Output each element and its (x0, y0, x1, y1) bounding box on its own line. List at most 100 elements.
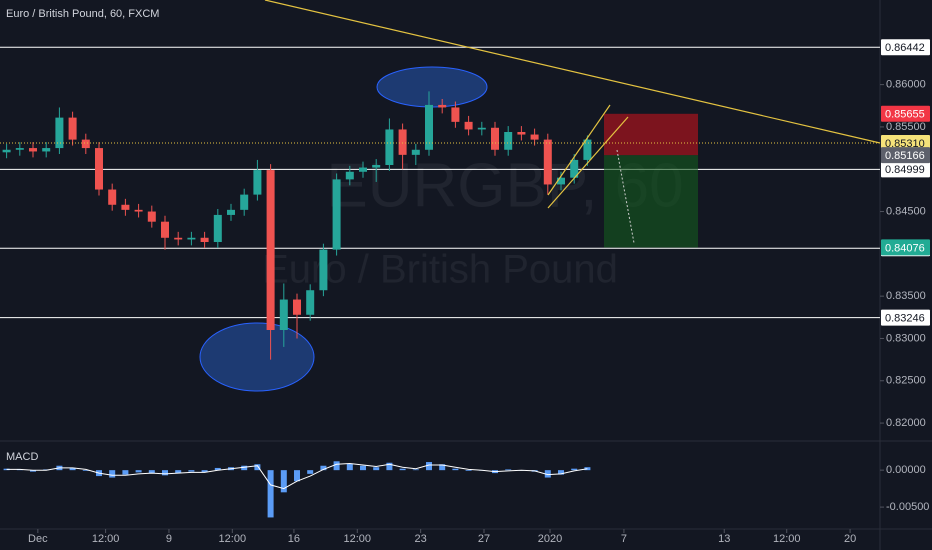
x-tick-label: 12:00 (773, 533, 801, 545)
candle-body (147, 211, 156, 222)
candle-body (345, 171, 354, 180)
macd-histogram-bar (452, 468, 459, 471)
candle-body (42, 148, 51, 152)
candle-body (504, 132, 513, 150)
x-tick-label: 2020 (538, 533, 562, 545)
macd-histogram-bar (346, 463, 353, 471)
candle-body (557, 177, 565, 185)
y-tick-label: 0.82000 (886, 417, 926, 429)
channel-line (547, 116, 629, 209)
candle-body (174, 237, 183, 240)
x-tick-label: 12:00 (219, 533, 247, 545)
highlight-ellipse (199, 322, 315, 392)
candle-body (306, 290, 315, 315)
candle-body (438, 104, 447, 108)
last-price-label-box (881, 135, 930, 151)
candle-body (2, 149, 11, 153)
entry-label-box (881, 147, 930, 164)
target-label-box (881, 239, 930, 256)
candle-body (451, 107, 460, 122)
macd-histogram-bar (294, 470, 300, 482)
candle-body (491, 127, 499, 150)
stop-label: 0.85655 (885, 109, 925, 121)
macd-histogram-bar (307, 470, 314, 474)
candle-body (227, 209, 235, 215)
macd-histogram-bar (82, 470, 89, 471)
entry-label: 0.85166 (885, 150, 925, 162)
stop-zone (604, 113, 698, 156)
macd-histogram-bar (254, 464, 261, 471)
y-tick-label: 0.00000 (886, 464, 926, 476)
x-tick-label: 16 (288, 533, 300, 545)
macd-histogram-bar (188, 470, 195, 472)
macd-histogram-bar (267, 470, 274, 518)
level-label-box (881, 309, 930, 326)
macd-histogram-bar (280, 470, 287, 493)
macd-histogram-bar (426, 462, 432, 471)
candle-body (29, 148, 37, 152)
level-label: 0.84999 (885, 164, 925, 176)
candle-body (570, 159, 579, 178)
y-tick-label: 0.86000 (886, 79, 926, 91)
y-tick-label: 0.84500 (886, 205, 926, 217)
candle-body (293, 299, 301, 315)
macd-histogram-bar (135, 470, 142, 473)
indicator-title: MACD (6, 451, 38, 463)
x-tick-label: Dec (28, 533, 48, 545)
candle-body (213, 214, 222, 242)
candle-body (240, 194, 249, 210)
candle-body (583, 139, 592, 160)
candle-body (134, 209, 143, 212)
macd-histogram-bar (373, 467, 380, 471)
macd-histogram-bar (69, 467, 76, 471)
level-label-box (881, 161, 930, 178)
macd-histogram-bar (360, 465, 366, 471)
macd-histogram-bar (241, 465, 248, 471)
macd-histogram-bar (505, 469, 512, 471)
macd-histogram-bar (399, 468, 406, 471)
candle-body (359, 167, 367, 172)
target-zone (604, 155, 698, 248)
candle-body (398, 129, 407, 155)
x-tick-label: 27 (478, 533, 490, 545)
macd-line (6, 462, 588, 490)
macd-histogram-bar (162, 470, 168, 476)
last-price-label: 0.85310 (885, 138, 925, 150)
candle-body (253, 170, 262, 195)
macd-histogram-bar (544, 470, 551, 478)
y-tick-label: 0.82500 (886, 375, 926, 387)
stop-label-box (881, 105, 930, 122)
candle-body (121, 204, 130, 210)
level-label: 0.83246 (885, 313, 925, 325)
candle-body (477, 127, 486, 130)
macd-histogram-bar (214, 467, 221, 471)
macd-histogram-bar (571, 468, 578, 471)
macd-histogram-bar (465, 470, 472, 471)
level-label: 0.86442 (885, 42, 925, 54)
channel-line (547, 104, 611, 196)
watermark-name: Euro / British Pound (262, 248, 618, 292)
y-tick-label: 0.83000 (886, 332, 926, 344)
x-tick-label: 12:00 (344, 533, 372, 545)
candle-body (411, 149, 420, 155)
candle-body (15, 148, 24, 150)
trend-line (264, 0, 881, 144)
candle-body (332, 179, 341, 250)
candle-body (530, 134, 539, 140)
macd-histogram-bar (175, 470, 182, 474)
macd-histogram-bar (30, 470, 36, 472)
macd-histogram-bar (201, 470, 208, 473)
candle-body (319, 249, 328, 291)
x-tick-label: 23 (415, 533, 427, 545)
macd-histogram-bar (320, 465, 327, 471)
highlight-ellipse (376, 66, 488, 108)
candle-body (161, 221, 169, 238)
candle-body (68, 117, 77, 140)
macd-histogram-bar (412, 469, 419, 471)
candle-body (385, 129, 394, 165)
candle-body (95, 148, 103, 190)
target-label: 0.84076 (885, 242, 925, 254)
candle-body (200, 237, 209, 242)
y-tick-label: 0.85500 (886, 121, 926, 133)
